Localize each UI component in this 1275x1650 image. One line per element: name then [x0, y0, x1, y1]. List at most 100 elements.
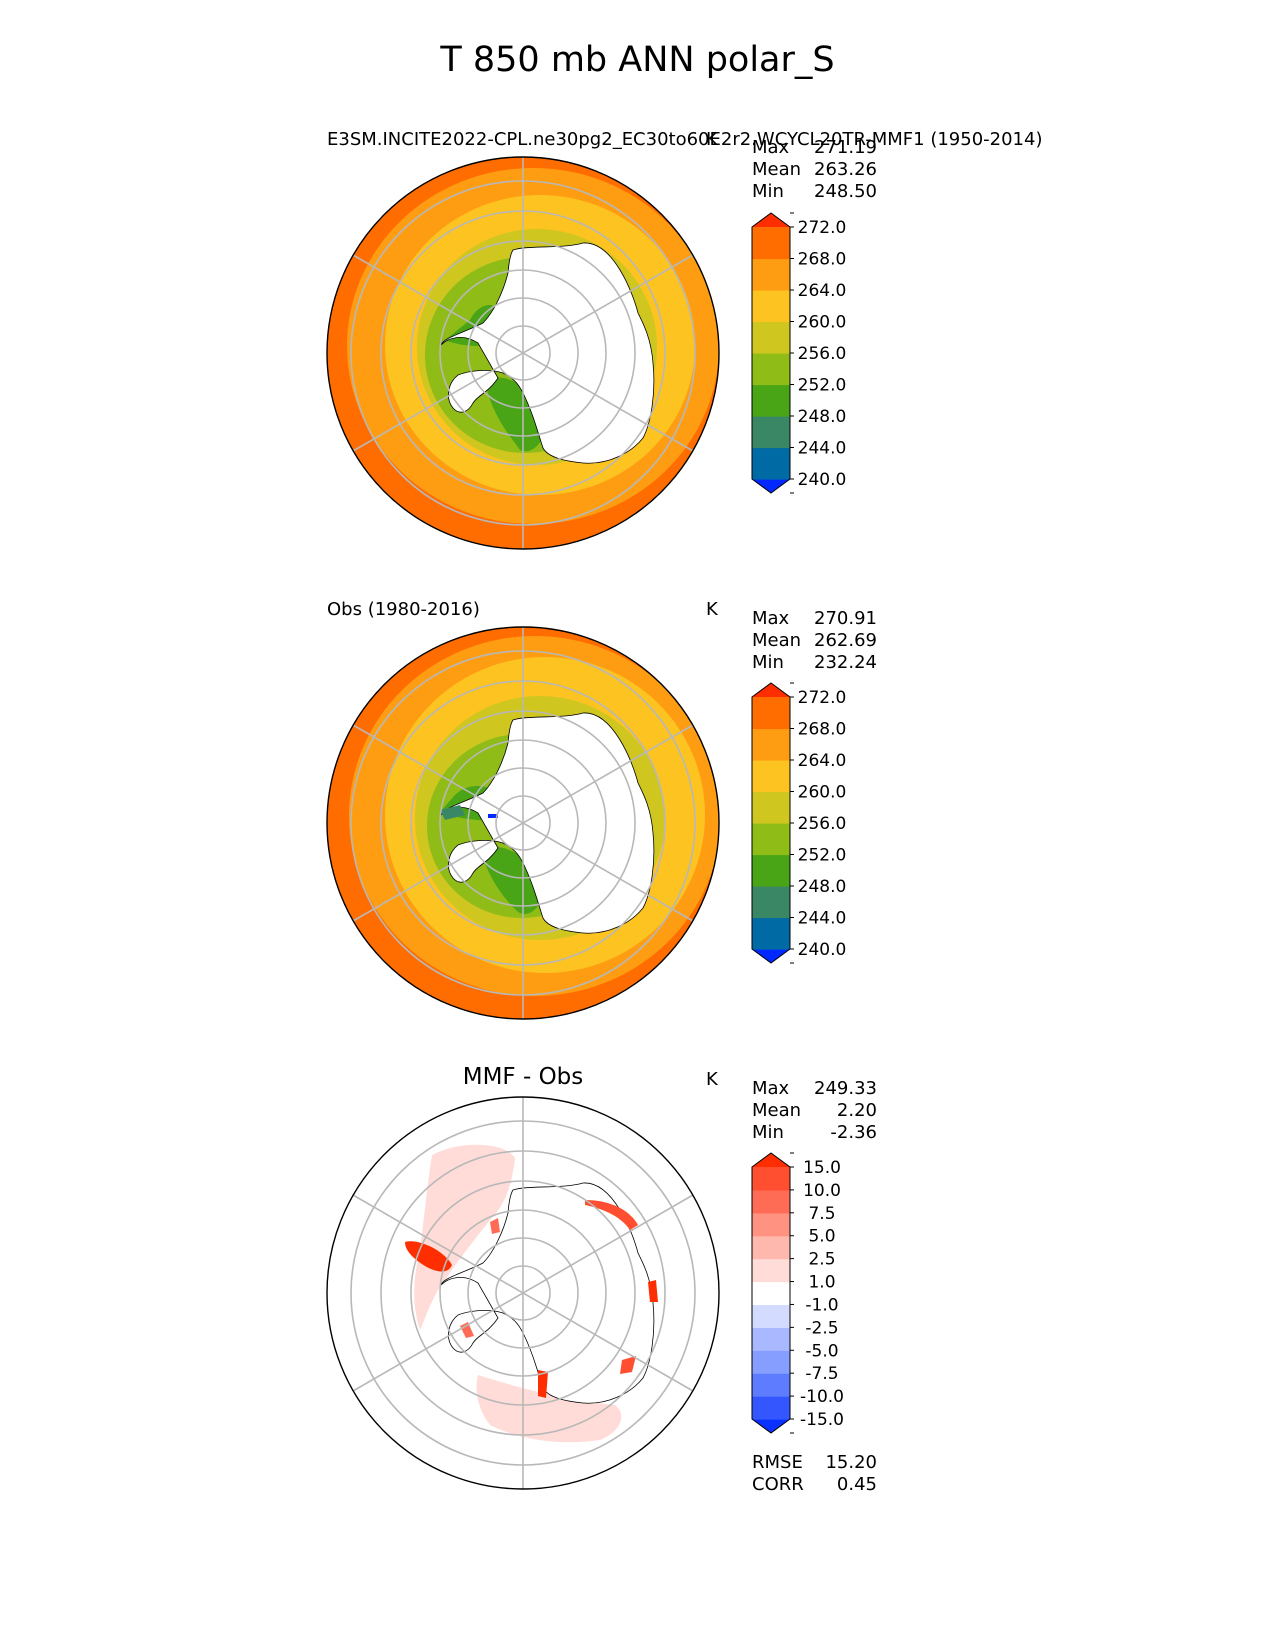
- panel-2-min: 232.24: [814, 652, 877, 673]
- panel-2-colorbar-tick-label-1: 244.0: [798, 909, 847, 929]
- panel-1-map: [326, 156, 720, 550]
- panel-2-colorbar-segment-7: [752, 728, 790, 761]
- panel-1-colorbar-tick-label-2: 248.0: [798, 407, 847, 427]
- panel-2-stats: Max 270.91 Mean 262.69 Min 232.24: [752, 608, 877, 673]
- panel-2-colorbar-tick-label-7: 268.0: [798, 720, 847, 740]
- panel-3-title: MMF - Obs: [462, 1064, 584, 1090]
- panel-2-colorbar-tick-label-2: 248.0: [798, 877, 847, 897]
- panel-2-colorbar-extend-min: [752, 949, 790, 963]
- panel-1-colorbar-tick-label-7: 268.0: [798, 250, 847, 270]
- panel-2-colorbar-tick-label-8: 272.0: [798, 688, 847, 708]
- panel-2-colorbar-extend-max: [752, 683, 790, 697]
- panel-3-colorbar-segment-1: [752, 1396, 790, 1420]
- panel-3-colorbar-tick-label-1: -10.0: [800, 1387, 844, 1407]
- panel-1-units: K: [706, 129, 718, 150]
- figure-title: T 850 mb ANN polar_S: [440, 40, 835, 80]
- panel-1-colorbar-tick-label-5: 260.0: [798, 313, 847, 333]
- panel-3-colorbar-segment-6: [752, 1281, 790, 1306]
- panel-1-colorbar-tick-label-1: 244.0: [798, 439, 847, 459]
- panel-2-colorbar-segment-3: [752, 854, 790, 887]
- panel-3-rmse: 15.20: [825, 1452, 877, 1473]
- panel-3-colorbar-tick-label-10: 10.0: [803, 1181, 841, 1201]
- panel-3-red-coast-southwest: [460, 1322, 474, 1338]
- panel-1-colorbar-segment-1: [752, 447, 790, 480]
- panel-3-pink-region-northwest: [414, 1144, 515, 1330]
- panel-1-max: 271.19: [814, 137, 877, 158]
- panel-1-colorbar-segment-3: [752, 384, 790, 417]
- panel-2-colorbar-segment-5: [752, 791, 790, 824]
- panel-3-colorbar-segment-9: [752, 1212, 790, 1237]
- panel-1-colorbar-tick-label-6: 264.0: [798, 281, 847, 301]
- panel-3-colorbar-extend-min: [752, 1419, 790, 1433]
- panel-2-colorbar-segment-4: [752, 823, 790, 856]
- panel-2-colorbar: 240.0 244.0 248.0 252.0 256.0 260.0 264.0 268.0…: [751, 682, 847, 964]
- panel-2-colorbar-segment-8: [752, 697, 790, 730]
- panel-1-title: E3SM.INCITE2022-CPL.ne30pg2_EC30to60E2r2…: [327, 129, 1043, 150]
- panel-1-colorbar-segment-7: [752, 258, 790, 291]
- panel-3-colorbar-tick-label-8: 5.0: [808, 1227, 835, 1247]
- panel-1-colorbar-tick-label-4: 256.0: [798, 344, 847, 364]
- panel-1-mean: 263.26: [814, 159, 877, 180]
- panel-2-colorbar-segment-2: [752, 886, 790, 919]
- panel-3-red-coast-south: [538, 1370, 548, 1398]
- panel-3-colorbar-tick-label-2: -7.5: [805, 1364, 838, 1384]
- panel-1-colorbar-segment-2: [752, 416, 790, 449]
- panel-2-colorbar-tick-label-3: 252.0: [798, 846, 847, 866]
- panel-3-colorbar-segment-2: [752, 1373, 790, 1397]
- panel-3-red-coast-southeast: [620, 1356, 636, 1374]
- panel-2-mean: 262.69: [814, 630, 877, 651]
- panel-3-red-coast-north: [490, 1218, 500, 1234]
- panel-2-map: [326, 626, 720, 1020]
- panel-3-colorbar-segment-11: [752, 1167, 790, 1191]
- panel-2-grid: [350, 627, 696, 1019]
- panel-2-colorbar-tick-label-6: 264.0: [798, 751, 847, 771]
- panel-3-corr: 0.45: [836, 1474, 877, 1495]
- panel-1-colorbar-tick-label-0: 240.0: [798, 470, 847, 490]
- panel-1-colorbar-extend-min: [752, 479, 790, 493]
- panel-2-max: 270.91: [814, 608, 877, 629]
- panel-1-colorbar: 240.0 244.0 248.0 252.0 256.0 260.0 264.0 268.0…: [751, 212, 847, 494]
- panel-3-colorbar-segment-3: [752, 1350, 790, 1374]
- panel-3-colorbar-tick-label-5: -1.0: [805, 1295, 838, 1315]
- panel-3-units: K: [706, 1069, 718, 1090]
- panel-3-colorbar-tick-label-9: 7.5: [808, 1204, 835, 1224]
- panel-1-colorbar-extend-max: [752, 213, 790, 227]
- panel-3-colorbar-tick-label-0: -15.0: [800, 1410, 844, 1430]
- panel-2-colorbar-tick-label-5: 260.0: [798, 783, 847, 803]
- panel-1-colorbar-segment-8: [752, 227, 790, 260]
- panel-3-colorbar-segment-7: [752, 1258, 790, 1283]
- panel-1-colorbar-segment-4: [752, 353, 790, 386]
- panel-2-boundary: [326, 626, 720, 1020]
- panel-3-metrics: RMSE 15.20 CORR 0.45: [752, 1452, 877, 1495]
- panel-2-cold-spot: [440, 805, 465, 820]
- panel-2-colorbar-segment-6: [752, 760, 790, 793]
- panel-2-colorbar-segment-1: [752, 917, 790, 950]
- panel-3-max: 249.33: [814, 1078, 877, 1099]
- panel-3-mean: 2.20: [836, 1100, 877, 1121]
- panel-3-stats: Max 249.33 Mean 2.20 Min -2.36: [752, 1078, 877, 1143]
- panel-1-colorbar-segment-6: [752, 290, 790, 323]
- panel-3-colorbar-tick-label-7: 2.5: [808, 1250, 835, 1270]
- panel-3-colorbar-tick-label-11: 15.0: [803, 1158, 841, 1178]
- panel-3-red-patch-peninsula: [405, 1241, 452, 1272]
- panel-3-colorbar-tick-label-4: -2.5: [805, 1318, 838, 1338]
- panel-3-red-coast-east2: [648, 1280, 658, 1302]
- panel-3-colorbar-segment-4: [752, 1327, 790, 1351]
- panel-1-min: 248.50: [814, 181, 877, 202]
- panel-2-title: Obs (1980-2016): [327, 599, 480, 620]
- panel-1-colorbar-segment-5: [752, 321, 790, 354]
- panel-3-colorbar-segment-8: [752, 1235, 790, 1260]
- panel-3-pink-region-south: [476, 1375, 622, 1443]
- panel-2-units: K: [706, 599, 718, 620]
- panel-3-colorbar-tick-label-6: 1.0: [808, 1273, 835, 1293]
- panel-1-colorbar-tick-label-3: 252.0: [798, 376, 847, 396]
- panel-3-min: -2.36: [830, 1122, 877, 1143]
- panel-3-boundary: [326, 1096, 720, 1490]
- panel-3-red-coast-east: [585, 1200, 638, 1230]
- panel-3-grid: [350, 1097, 696, 1489]
- panel-3-colorbar-extend-max: [752, 1153, 790, 1167]
- panel-3-colorbar-segment-5: [752, 1304, 790, 1328]
- panel-1-grid: [350, 157, 696, 549]
- panel-3-map: [326, 1096, 720, 1490]
